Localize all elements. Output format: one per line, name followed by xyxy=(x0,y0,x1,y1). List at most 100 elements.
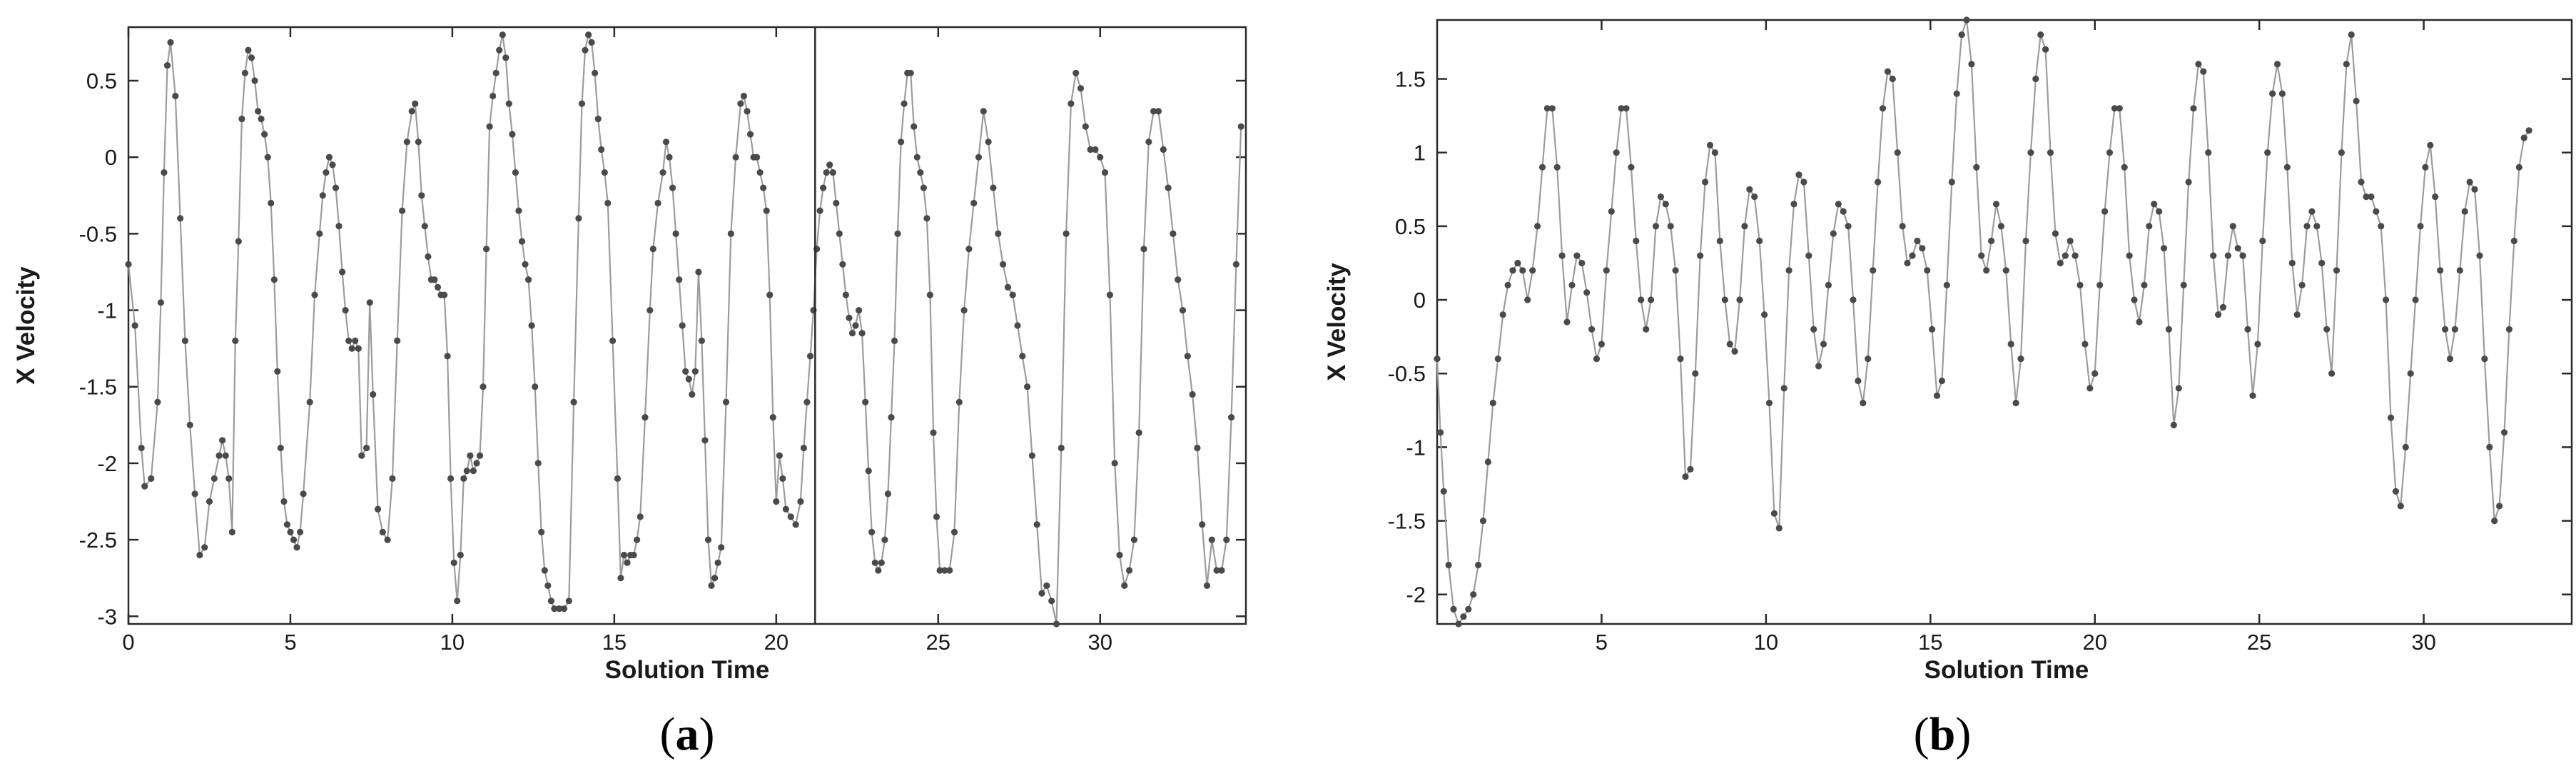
data-point xyxy=(2476,252,2483,259)
data-point xyxy=(1484,458,1491,465)
data-point xyxy=(2185,178,2192,186)
data-point xyxy=(1894,149,1901,156)
data-point xyxy=(148,475,155,483)
data-point xyxy=(556,605,563,613)
data-point xyxy=(2510,237,2517,245)
data-point xyxy=(659,169,666,176)
data-point xyxy=(1558,252,1566,259)
data-point xyxy=(167,39,174,46)
data-point xyxy=(1437,429,1444,436)
data-point xyxy=(2151,201,2158,208)
data-point xyxy=(2427,141,2434,148)
data-point xyxy=(1904,259,1911,267)
data-point xyxy=(1116,551,1123,559)
data-point xyxy=(1232,261,1239,268)
data-point xyxy=(228,528,235,536)
x-axis-label: Solution Time xyxy=(605,656,770,684)
data-point xyxy=(470,468,477,475)
data-point xyxy=(2096,281,2104,288)
data-point xyxy=(1077,85,1085,92)
data-point xyxy=(980,108,987,115)
data-point xyxy=(756,169,764,176)
data-point xyxy=(384,536,391,543)
x-tick-label: 20 xyxy=(764,630,788,655)
y-tick-label: 0 xyxy=(1414,288,1426,313)
data-point xyxy=(2323,326,2331,333)
data-point xyxy=(865,468,872,475)
data-point xyxy=(544,582,552,590)
data-point xyxy=(829,169,836,176)
data-point xyxy=(911,123,918,130)
data-point xyxy=(1455,620,1462,628)
data-point xyxy=(1652,223,1660,230)
data-point xyxy=(434,283,442,291)
data-point xyxy=(856,307,863,314)
data-point xyxy=(1963,16,1970,24)
data-point xyxy=(454,598,461,605)
data-point xyxy=(1465,605,1472,613)
data-point xyxy=(325,153,333,161)
data-point xyxy=(946,567,953,574)
data-point xyxy=(1879,105,1887,112)
data-point xyxy=(722,398,730,405)
data-point xyxy=(2259,237,2266,245)
data-point xyxy=(776,452,783,459)
data-point xyxy=(211,475,218,483)
data-point xyxy=(2353,97,2360,105)
data-point xyxy=(592,69,599,76)
data-point xyxy=(649,246,656,253)
data-point xyxy=(2141,281,2148,288)
data-point xyxy=(894,230,901,237)
data-point xyxy=(268,199,275,207)
data-point xyxy=(1889,75,1896,83)
data-point xyxy=(2076,281,2084,288)
data-point xyxy=(345,337,353,344)
data-point xyxy=(1058,444,1065,452)
data-point xyxy=(2081,341,2089,348)
data-point xyxy=(1053,620,1060,628)
data-point xyxy=(691,368,699,375)
data-point xyxy=(1494,356,1501,363)
data-point xyxy=(1179,307,1187,314)
data-point xyxy=(1126,567,1133,574)
data-point xyxy=(2027,149,2034,156)
data-point xyxy=(1687,465,1694,473)
data-point xyxy=(1706,141,1714,148)
data-point xyxy=(1218,567,1225,574)
data-point xyxy=(1082,123,1089,130)
data-point xyxy=(936,567,943,574)
data-point xyxy=(1063,230,1070,237)
data-point xyxy=(2368,193,2375,201)
data-point xyxy=(1445,561,1452,569)
data-point xyxy=(1741,223,1748,230)
data-point xyxy=(1140,246,1147,253)
data-point xyxy=(319,192,326,199)
data-point xyxy=(219,437,226,444)
data-point xyxy=(1097,153,1104,161)
data-point xyxy=(732,153,739,161)
data-point xyxy=(316,230,323,237)
data-point xyxy=(930,429,937,436)
data-point xyxy=(394,337,401,344)
data-point xyxy=(177,215,184,222)
data-point xyxy=(1538,163,1546,171)
panel-label: (a) xyxy=(660,708,715,760)
data-point xyxy=(2313,223,2321,230)
data-point xyxy=(509,131,516,138)
y-tick-label: 0 xyxy=(105,145,117,170)
data-point xyxy=(1790,201,1797,208)
data-point xyxy=(1795,171,1802,178)
y-tick-label: 0.5 xyxy=(86,69,117,94)
data-point xyxy=(1199,521,1206,528)
data-point xyxy=(1440,488,1447,495)
data-point xyxy=(1875,178,1882,186)
data-point xyxy=(251,77,258,84)
data-point xyxy=(2146,223,2153,230)
data-point xyxy=(2308,208,2316,215)
data-point xyxy=(792,521,799,528)
data-point xyxy=(2057,259,2064,267)
data-point xyxy=(1106,291,1113,298)
data-point xyxy=(839,261,846,268)
data-point xyxy=(241,69,248,76)
